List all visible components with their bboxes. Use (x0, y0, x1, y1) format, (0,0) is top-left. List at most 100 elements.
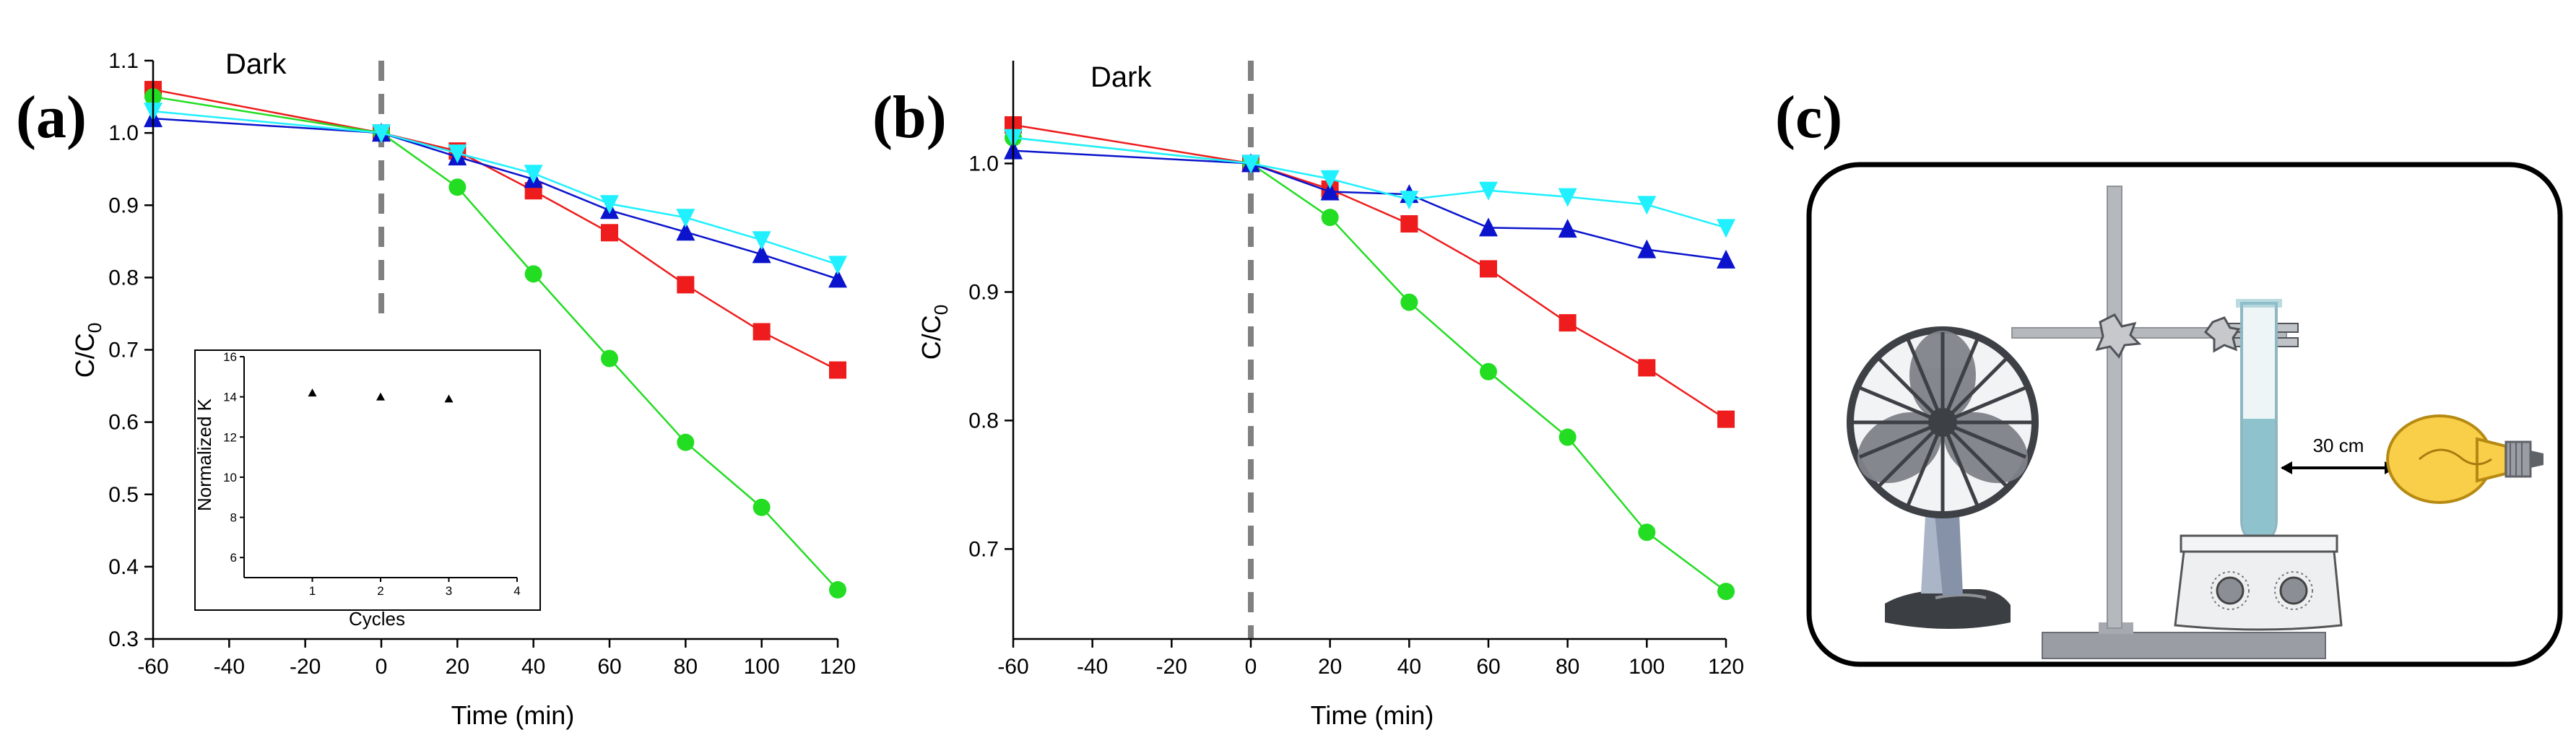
panel-b-label: (b) (872, 84, 947, 151)
x-tick-label: 60 (1476, 655, 1500, 679)
data-point-cyan (1637, 196, 1657, 215)
data-point-red (1400, 215, 1418, 233)
data-point-green (1480, 362, 1497, 380)
data-point-cyan (372, 124, 391, 144)
data-point-cyan (752, 231, 771, 251)
data-point-green (1321, 209, 1339, 227)
light-bulb-icon (2386, 414, 2544, 504)
data-point-green (524, 265, 542, 283)
series-line-cyan (1012, 136, 1727, 229)
y-axis-title: C/C0 (916, 305, 952, 360)
data-point-red (1638, 359, 1656, 377)
data-point-red (829, 361, 846, 379)
inset-frame (194, 349, 541, 611)
data-point-blue (828, 269, 847, 288)
inset-data-point (444, 394, 454, 403)
data-point-red (601, 224, 618, 242)
data-point-cyan (1479, 181, 1498, 201)
dark-annotation: Dark (1090, 61, 1152, 93)
y-axis-title-main: C/C (916, 315, 946, 360)
inset-x-tick-label: 4 (513, 584, 520, 598)
data-point-green (677, 433, 695, 451)
y-tick-label: 0.8 (108, 266, 139, 290)
x-tick-label: 20 (446, 655, 469, 679)
inset-x-tick-label: 1 (309, 584, 316, 598)
data-point-blue (676, 222, 695, 241)
data-point-cyan (524, 165, 543, 184)
inset-x-tick-label: 3 (446, 584, 452, 598)
data-point-blue (1320, 181, 1340, 201)
y-tick-label: 0.5 (108, 483, 139, 507)
data-point-cyan (828, 256, 847, 275)
y-tick-label: 0.9 (108, 193, 139, 217)
inset-x-tick-label: 2 (377, 584, 383, 598)
x-tick-label: 40 (1397, 655, 1421, 679)
data-point-green (601, 349, 618, 368)
data-point-blue (1558, 219, 1577, 238)
inset-data-point (376, 392, 385, 401)
data-point-cyan (600, 195, 619, 214)
x-tick-label: -40 (1077, 655, 1108, 679)
fan-icon (1847, 326, 2039, 629)
series-line-green (152, 95, 838, 591)
y-tick-label: 0.6 (108, 411, 139, 435)
inset-x-title: Cycles (349, 608, 405, 630)
inset-data-point (308, 388, 317, 397)
y-tick-label: 1.0 (108, 121, 139, 145)
inset-y-tick-label: 6 (230, 551, 237, 565)
x-tick-label: 100 (744, 655, 780, 679)
data-point-blue (1717, 249, 1735, 269)
y-tick-label: 0.4 (108, 555, 139, 579)
panel-a-label: (a) (16, 84, 87, 151)
data-point-blue (1637, 239, 1657, 258)
y-tick-label: 0.7 (968, 537, 999, 561)
data-point-cyan (1558, 188, 1577, 207)
data-point-red (1717, 410, 1735, 428)
data-point-green (1558, 428, 1577, 446)
data-point-green (1717, 583, 1735, 601)
x-tick-label: 120 (1708, 655, 1744, 679)
x-axis-title: Time (min) (1311, 700, 1434, 730)
y-tick-label: 0.7 (108, 339, 139, 362)
x-tick-label: 0 (376, 655, 388, 679)
setup-illustration: 30 cm (1806, 162, 2563, 667)
inset-y-tick-label: 12 (223, 430, 237, 444)
x-tick-label: -40 (214, 655, 245, 679)
series-line-blue (152, 117, 838, 280)
y-tick-label: 0.9 (968, 280, 999, 304)
x-tick-label: -60 (997, 655, 1028, 679)
x-tick-label: -20 (1156, 655, 1187, 679)
data-point-green (1638, 523, 1656, 542)
x-tick-label: 80 (674, 655, 698, 679)
series-line-red (1012, 123, 1727, 420)
inset-y-tick-label: 8 (230, 511, 237, 525)
data-point-green (829, 580, 846, 599)
inset-y-tick-label: 10 (223, 471, 237, 484)
inset-y-title: Normalized K (194, 398, 215, 511)
data-point-cyan (1400, 191, 1419, 210)
y-tick-label: 1.1 (108, 49, 139, 73)
panel-c-label: (c) (1775, 84, 1842, 151)
series-line-green (1012, 136, 1727, 593)
x-tick-label: 80 (1556, 655, 1579, 679)
inset-y-tick-label: 14 (223, 391, 237, 404)
data-point-cyan (1241, 155, 1260, 174)
x-tick-label: -20 (290, 655, 321, 679)
data-point-blue (1479, 217, 1498, 237)
data-point-green (1400, 293, 1418, 311)
data-point-red (1480, 260, 1497, 278)
data-point-green (753, 498, 771, 516)
inset-y-tick-label: 16 (223, 350, 237, 364)
data-point-cyan (676, 209, 695, 228)
distance-label: 30 cm (2313, 435, 2364, 456)
test-tube-icon (2236, 299, 2282, 542)
y-axis-title-sub: 0 (84, 323, 105, 333)
series-line-cyan (152, 110, 838, 266)
svg-text:C/C0: C/C0 (916, 305, 952, 360)
x-tick-label: 20 (1318, 655, 1342, 679)
x-tick-label: 100 (1629, 655, 1665, 679)
data-point-cyan (1717, 219, 1735, 238)
x-tick-label: 120 (820, 655, 856, 679)
